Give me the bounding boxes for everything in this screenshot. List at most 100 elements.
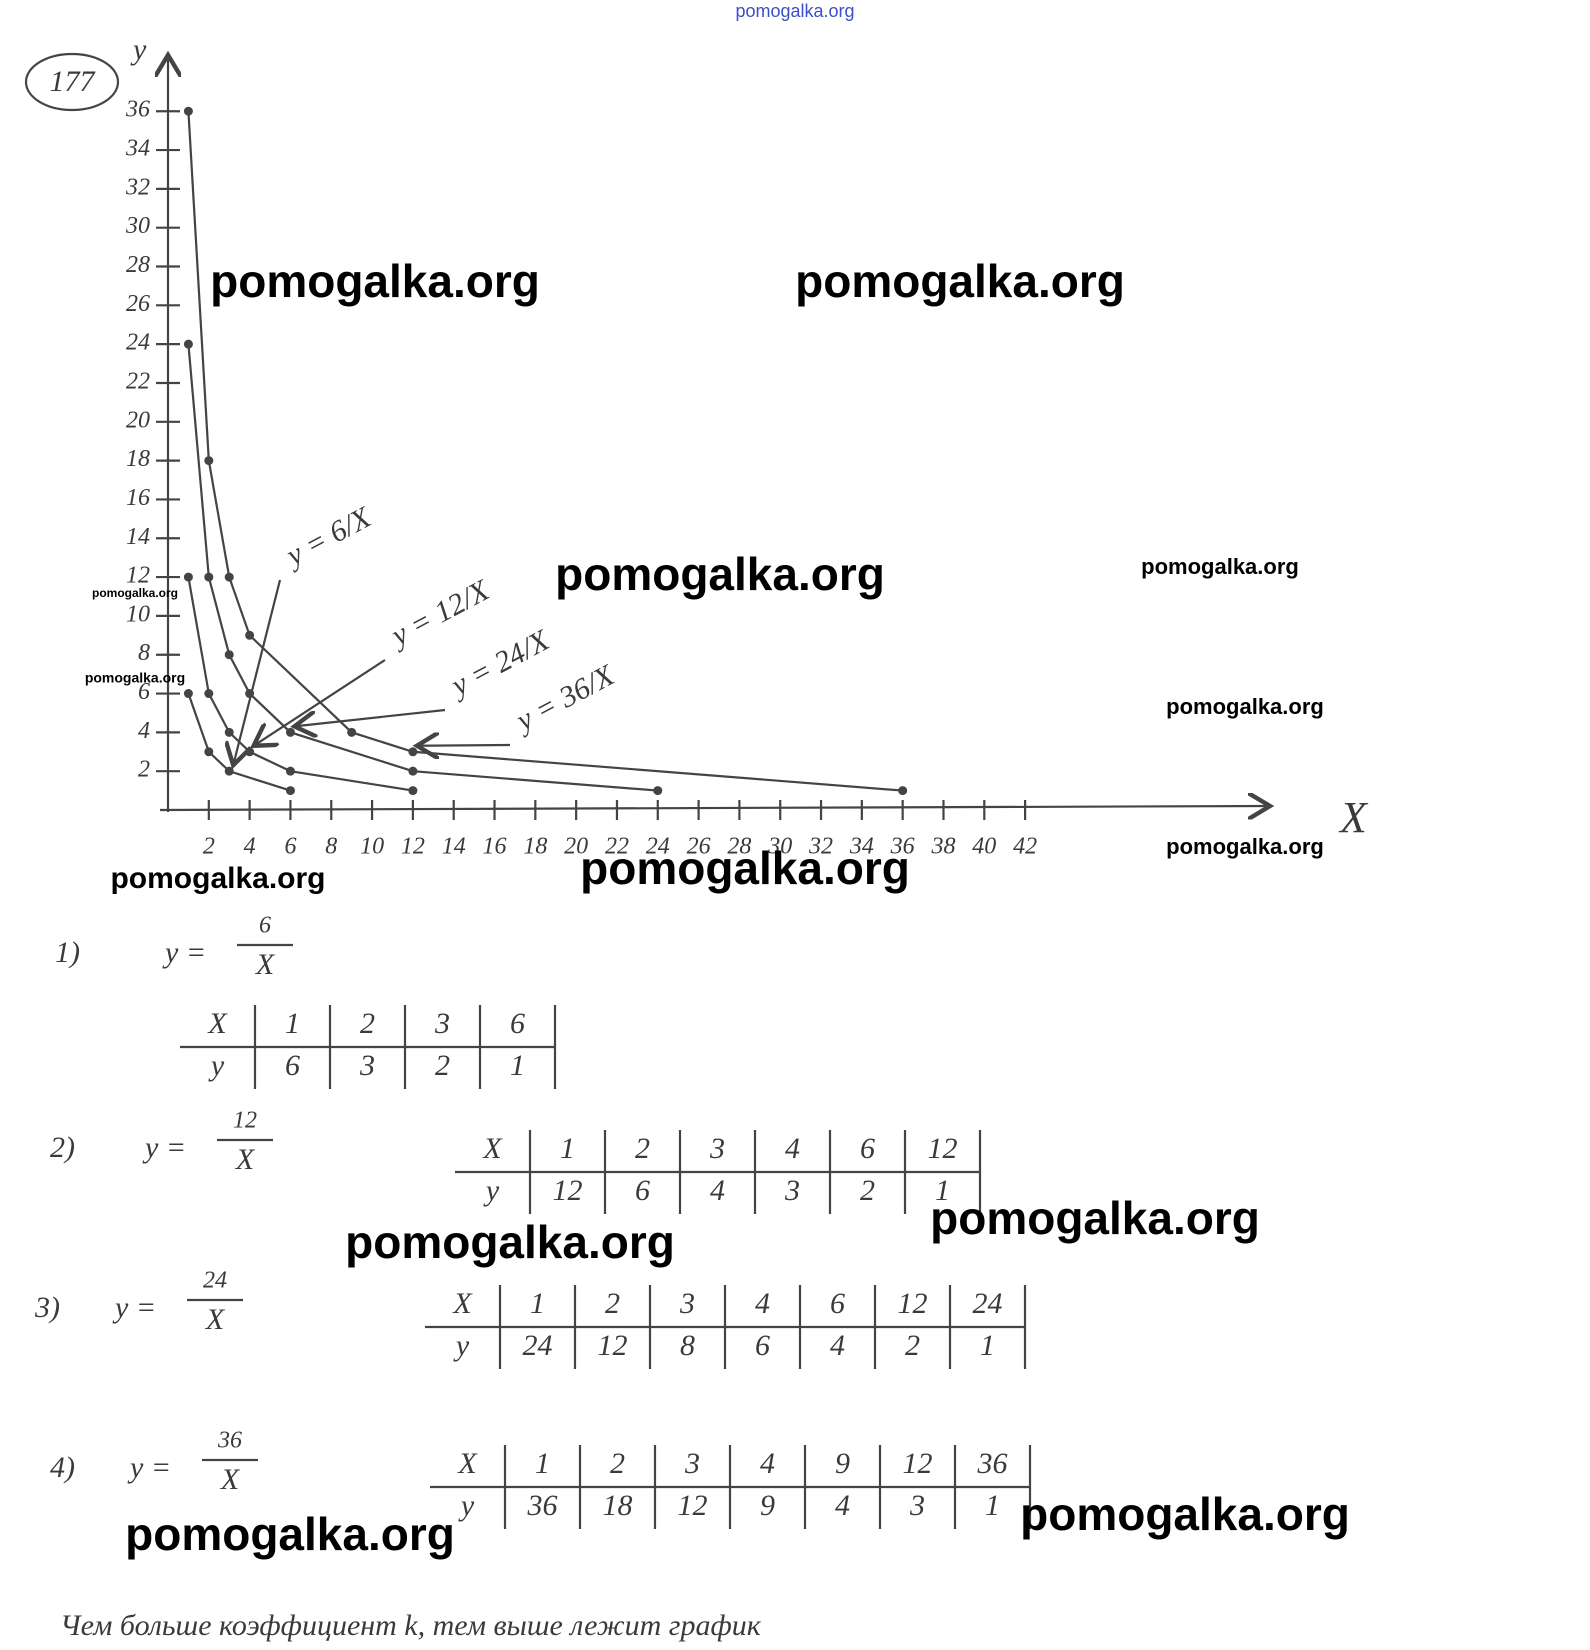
table-cell: 1 [985, 1489, 1000, 1522]
watermark: pomogalka.org [125, 1508, 455, 1560]
point [408, 766, 418, 776]
watermark: pomogalka.org [555, 548, 885, 600]
x-tick-label: 36 [890, 834, 915, 860]
formula-denominator: X [235, 1143, 256, 1176]
point [204, 689, 214, 699]
x-tick-label: 24 [646, 834, 670, 860]
point [347, 727, 357, 737]
point [898, 786, 908, 796]
table-cell: 3 [434, 1007, 450, 1040]
curve [187, 693, 291, 792]
x-tick-label: 8 [325, 834, 337, 860]
point [224, 572, 234, 582]
y-tick-label: 24 [126, 330, 150, 356]
x-tick-label: 40 [972, 834, 996, 860]
table-cell: 1 [285, 1007, 300, 1040]
table-cell: 2 [905, 1329, 920, 1362]
point [204, 572, 214, 582]
table-cell: 3 [909, 1489, 925, 1522]
formula-lhs: y = [112, 1291, 156, 1324]
formula-lhs: y = [142, 1131, 186, 1164]
formula-denominator: X [205, 1303, 226, 1336]
y-tick-label: 14 [126, 524, 150, 550]
watermark: pomogalka.org [1141, 554, 1299, 579]
table-cell: 3 [359, 1049, 375, 1082]
watermark: pomogalka.org [210, 255, 540, 307]
table-cell: 24 [523, 1329, 553, 1362]
table-cell: 2 [360, 1007, 375, 1040]
point [245, 689, 255, 699]
watermark: pomogalka.org [735, 1, 854, 21]
table-cell: 3 [679, 1287, 695, 1320]
y-axis-label: y [130, 33, 147, 66]
table-cell: 4 [785, 1132, 800, 1165]
y-tick-label: 4 [138, 718, 150, 744]
conclusion: Чем больше коэффициент k, тем выше лежит… [60, 1609, 762, 1642]
formula-lhs: y = [162, 936, 206, 969]
x-tick-label: 42 [1013, 834, 1037, 860]
table-cell: 9 [835, 1447, 850, 1480]
curve-arrow [294, 708, 446, 726]
watermark: pomogalka.org [1166, 694, 1324, 719]
formula-denominator: X [220, 1463, 241, 1496]
point [653, 786, 663, 796]
table-label: 1) [55, 936, 80, 969]
x-tick-label: 2 [203, 834, 215, 860]
x-tick-label: 4 [244, 834, 256, 860]
table-cell: 2 [605, 1287, 620, 1320]
table-cell: 6 [755, 1329, 770, 1362]
watermark: pomogalka.org [930, 1192, 1260, 1244]
table-header: X [207, 1007, 228, 1040]
point [245, 630, 255, 640]
formula-lhs: y = [127, 1451, 171, 1484]
watermark: pomogalka.org [85, 670, 185, 686]
table-cell: 12 [928, 1132, 958, 1165]
task-number-circle [24, 52, 120, 112]
x-axis [159, 806, 1270, 810]
table-cell: 2 [435, 1049, 450, 1082]
y-tick-label: 36 [125, 97, 150, 123]
point [183, 689, 193, 699]
table-cell: 4 [760, 1447, 775, 1480]
table-cell: 6 [635, 1174, 650, 1207]
curve-label: y = 12/X [383, 573, 496, 654]
watermark: pomogalka.org [92, 586, 178, 600]
point [224, 766, 234, 776]
watermark: pomogalka.org [110, 862, 325, 895]
point [285, 727, 295, 737]
curve-label: y = 6/X [278, 500, 377, 574]
point [204, 456, 214, 466]
curve-arrow [233, 579, 282, 765]
y-tick-label: 26 [126, 291, 150, 317]
table-cell: 18 [603, 1489, 633, 1522]
table-cell: 3 [784, 1174, 800, 1207]
table-header: y [483, 1174, 500, 1207]
table-header: X [452, 1287, 473, 1320]
x-tick-label: 18 [523, 834, 547, 860]
table-label: 3) [34, 1291, 60, 1324]
table-cell: 6 [285, 1049, 300, 1082]
table-cell: 1 [980, 1329, 995, 1362]
y-tick-label: 2 [138, 757, 150, 783]
point [183, 339, 193, 349]
curve-label: y = 24/X [443, 623, 556, 704]
table-header: y [453, 1329, 470, 1362]
x-tick-label: 34 [849, 834, 874, 860]
x-axis-label: X [1338, 793, 1369, 842]
curve-arrow [417, 745, 511, 746]
x-tick-label: 32 [808, 834, 833, 860]
x-tick-label: 16 [483, 834, 507, 860]
table-label: 2) [50, 1131, 75, 1164]
point [183, 572, 193, 582]
watermark: pomogalka.org [1020, 1488, 1350, 1540]
table-cell: 1 [560, 1132, 575, 1165]
x-tick-label: 22 [605, 834, 629, 860]
point [285, 766, 295, 776]
point [408, 786, 418, 796]
table-cell: 4 [755, 1287, 770, 1320]
y-tick-label: 34 [125, 136, 150, 162]
table-cell: 36 [977, 1447, 1008, 1480]
x-tick-label: 38 [930, 834, 955, 860]
formula-numerator: 6 [259, 913, 271, 939]
